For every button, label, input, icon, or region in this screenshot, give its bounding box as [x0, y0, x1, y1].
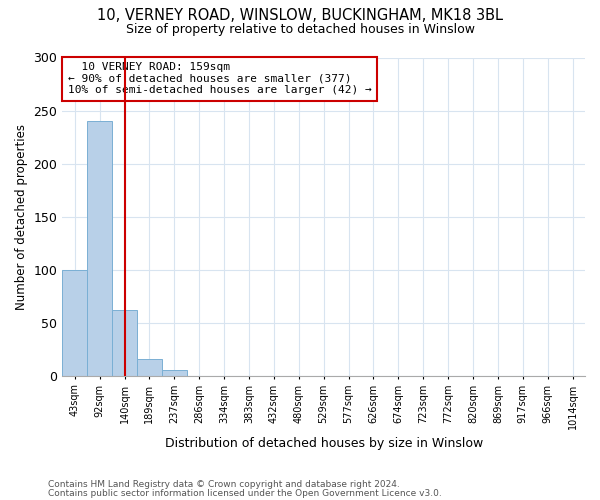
Text: Contains HM Land Registry data © Crown copyright and database right 2024.: Contains HM Land Registry data © Crown c… [48, 480, 400, 489]
Y-axis label: Number of detached properties: Number of detached properties [15, 124, 28, 310]
Text: Contains public sector information licensed under the Open Government Licence v3: Contains public sector information licen… [48, 488, 442, 498]
X-axis label: Distribution of detached houses by size in Winslow: Distribution of detached houses by size … [164, 437, 483, 450]
Text: Size of property relative to detached houses in Winslow: Size of property relative to detached ho… [125, 22, 475, 36]
Text: 10, VERNEY ROAD, WINSLOW, BUCKINGHAM, MK18 3BL: 10, VERNEY ROAD, WINSLOW, BUCKINGHAM, MK… [97, 8, 503, 22]
Bar [62, 270, 87, 376]
Text: 10 VERNEY ROAD: 159sqm  
← 90% of detached houses are smaller (377)
10% of semi-: 10 VERNEY ROAD: 159sqm ← 90% of detached… [68, 62, 371, 96]
Bar [87, 121, 112, 376]
Bar [162, 370, 187, 376]
Bar [112, 310, 137, 376]
Bar [137, 359, 162, 376]
